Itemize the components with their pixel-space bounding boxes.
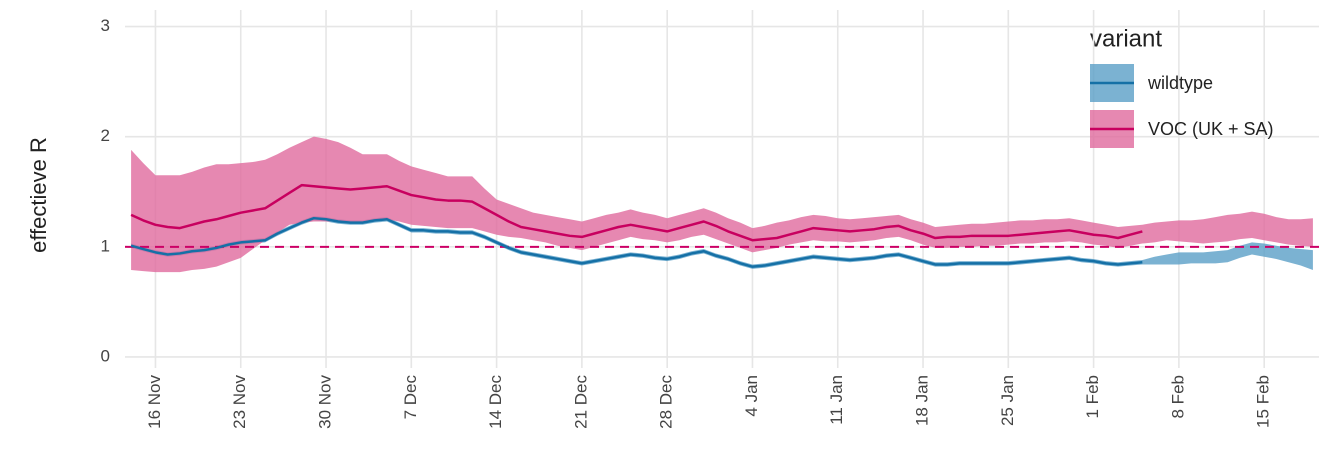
confidence-band — [131, 136, 1313, 273]
series-line — [130, 216, 1143, 268]
legend-title: variant — [1090, 25, 1162, 52]
x-tick-label: 25 Jan — [998, 375, 1017, 426]
x-tick-label: 4 Jan — [742, 375, 761, 417]
x-tick-label: 14 Dec — [486, 375, 505, 429]
x-tick-label: 15 Feb — [1254, 375, 1273, 428]
y-tick-label: 0 — [101, 346, 110, 365]
x-tick-label: 18 Jan — [913, 375, 932, 426]
x-tick-label: 16 Nov — [145, 375, 164, 429]
x-tick-label: 21 Dec — [571, 375, 590, 429]
y-tick-label: 3 — [101, 16, 110, 35]
x-tick-label: 30 Nov — [316, 375, 335, 429]
y-axis-label: effectieve R — [26, 137, 51, 253]
x-tick-label: 1 Feb — [1083, 375, 1102, 418]
y-tick-label: 2 — [101, 126, 110, 145]
x-tick-label: 8 Feb — [1168, 375, 1187, 418]
legend-label: VOC (UK + SA) — [1148, 119, 1274, 139]
y-tick-label: 1 — [101, 236, 110, 255]
x-tick-label: 28 Dec — [657, 375, 676, 429]
x-tick-label: 11 Jan — [827, 375, 846, 425]
series-line — [130, 183, 1143, 242]
x-tick-label: 7 Dec — [401, 375, 420, 420]
x-tick-label: 23 Nov — [230, 375, 249, 429]
legend-label: wildtype — [1147, 73, 1213, 93]
plot-area — [125, 136, 1319, 273]
